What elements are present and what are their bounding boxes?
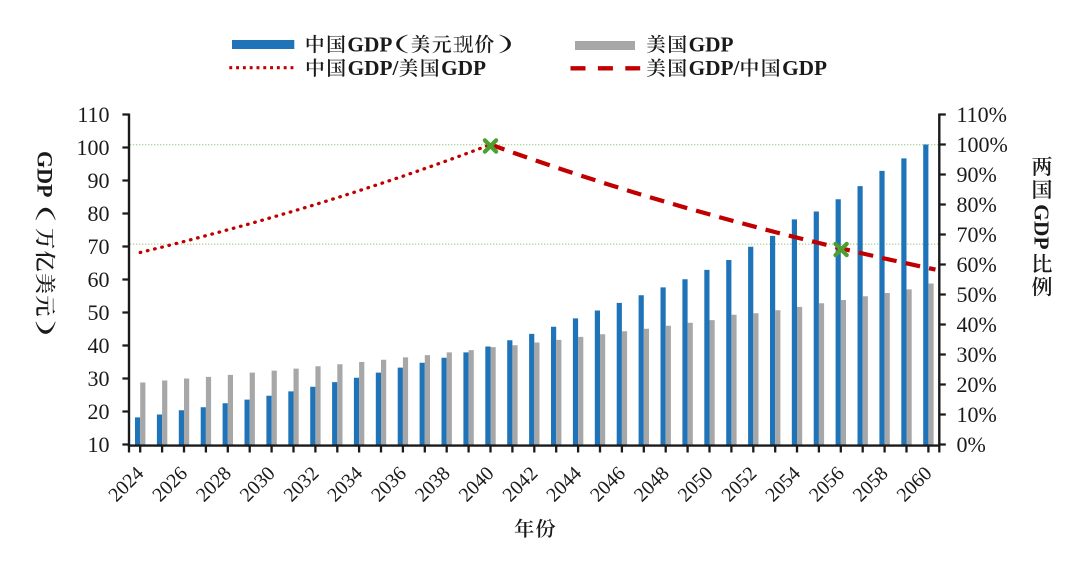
svg-text:GDP: GDP [782, 56, 827, 80]
svg-text:GDP: GDP [347, 33, 392, 57]
svg-text:110%: 110% [957, 102, 1008, 127]
svg-text:80%: 80% [957, 192, 997, 217]
svg-text:90: 90 [88, 168, 110, 193]
svg-text:70: 70 [88, 234, 110, 259]
svg-text:GDP: GDP [33, 151, 58, 197]
svg-text:GDP: GDP [441, 56, 486, 80]
svg-text:20: 20 [88, 399, 110, 424]
svg-text:50: 50 [88, 300, 110, 325]
svg-text:80: 80 [88, 201, 110, 226]
svg-text:30: 30 [88, 366, 110, 391]
svg-text:GDP: GDP [1030, 204, 1054, 249]
svg-text:60: 60 [88, 267, 110, 292]
svg-text:20%: 20% [957, 372, 997, 397]
svg-text:70%: 70% [957, 222, 997, 247]
svg-text:10: 10 [88, 432, 110, 457]
svg-text:100: 100 [77, 135, 110, 160]
svg-text:60%: 60% [957, 252, 997, 277]
svg-text:100%: 100% [957, 132, 1008, 157]
svg-text:110: 110 [77, 102, 109, 127]
svg-text:50%: 50% [957, 282, 997, 307]
svg-text:30%: 30% [957, 342, 997, 367]
svg-text:40%: 40% [957, 312, 997, 337]
svg-text:90%: 90% [957, 162, 997, 187]
svg-text:GDP/: GDP/ [689, 56, 741, 80]
svg-text:GDP: GDP [689, 33, 734, 57]
svg-text:10%: 10% [957, 402, 997, 427]
svg-text:GDP/: GDP/ [348, 56, 400, 80]
svg-text:0%: 0% [957, 432, 986, 457]
svg-text:40: 40 [88, 333, 110, 358]
